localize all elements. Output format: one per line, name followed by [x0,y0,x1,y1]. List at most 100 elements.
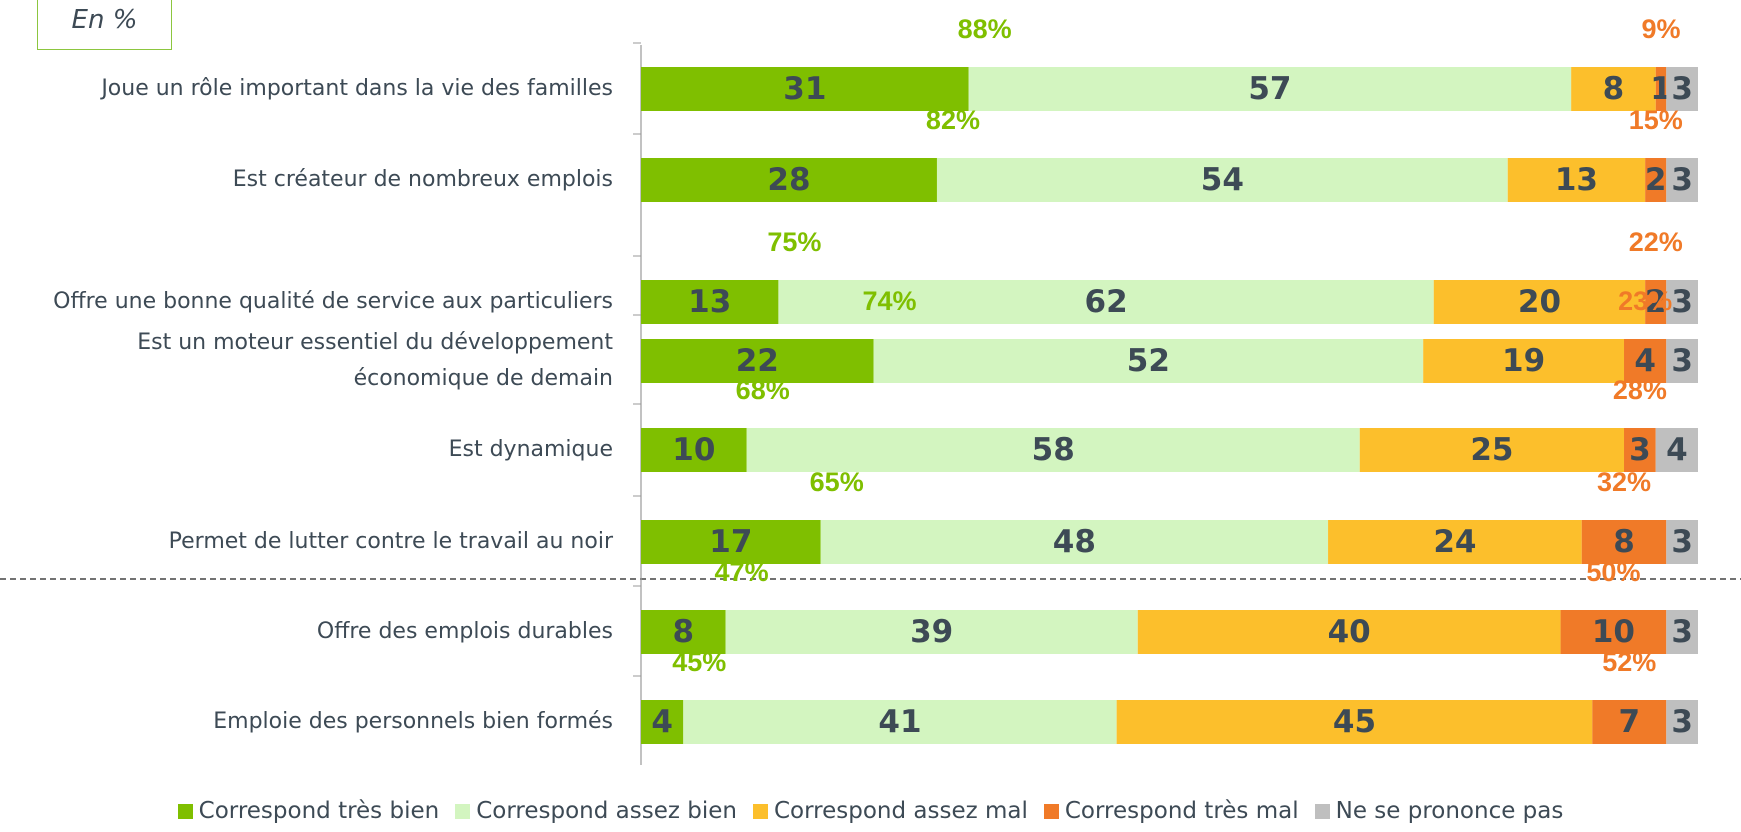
negative-total: 9% [1641,14,1680,44]
legend-label: Correspond assez mal [773,798,1028,824]
legend-swatch [177,804,193,819]
segment-label: 3 [1629,432,1651,468]
bar-segment [641,158,937,202]
segment-label: 41 [878,704,921,740]
legend-swatch [752,804,768,819]
negative-total: 22% [1629,227,1683,257]
negative-total: 28% [1613,375,1667,405]
segment-label: 19 [1502,343,1545,379]
segment-label: 10 [1592,614,1635,650]
legend-item: Ne se prononce pas [1314,798,1563,824]
segment-label: 28 [767,162,810,198]
category-label: Est dynamique [448,437,613,462]
segment-label: 13 [1555,162,1598,198]
bar-segment [1359,428,1625,472]
bar-segment [641,280,779,324]
category-label: Offre une bonne qualité de service aux p… [53,289,613,314]
category-label: Joue un rôle important dans la vie des f… [101,76,613,101]
segment-label: 4 [1634,343,1656,379]
segment-label: 3 [1671,614,1693,650]
legend: Correspond très bien Correspond assez bie… [0,798,1741,824]
bar-segment [968,67,1572,111]
bar-segment [1137,610,1561,654]
segment-label: 57 [1248,71,1291,107]
segment-label: 13 [688,284,731,320]
bar-segment [1423,339,1625,383]
category-label: Permet de lutter contre le travail au no… [168,529,613,554]
segment-label: 58 [1032,432,1075,468]
bar-segment [641,428,747,472]
positive-total: 47% [715,557,769,587]
bar-segment [1592,700,1667,744]
bar-segment [820,520,1329,564]
bar-segment [1645,280,1667,324]
segment-label: 54 [1201,162,1244,198]
legend-item: Correspond assez bien [455,798,737,824]
bar-segment [1655,428,1698,472]
segment-label: 3 [1671,704,1693,740]
segment-label: 40 [1328,614,1371,650]
bar-segment [1433,280,1646,324]
bar-segment [1507,158,1646,202]
segment-label: 8 [672,614,694,650]
bar-segment [1624,339,1667,383]
bar-segment [1666,67,1698,111]
bar-segment [725,610,1138,654]
category-label: Est créateur de nombreux emplois [232,167,613,192]
bar-segment [1116,700,1593,744]
bar-segment [936,158,1508,202]
positive-total: 74% [863,286,917,316]
negative-total: 50% [1586,557,1640,587]
bar-segment [641,520,821,564]
segment-label: 62 [1085,284,1128,320]
bar-segment [1624,428,1656,472]
legend-swatch [1043,804,1059,819]
segment-label: 22 [736,343,779,379]
bar-segment [1666,700,1698,744]
segment-label: 45 [1333,704,1376,740]
segment-label: 4 [651,704,673,740]
legend-item: Correspond assez mal [752,798,1028,824]
bar-segment [1666,610,1698,654]
negative-total: 15% [1629,105,1683,135]
legend-label: Correspond très mal [1064,798,1299,824]
bar-segment [641,610,726,654]
legend-label: Correspond très bien [198,798,440,824]
segment-label: 48 [1053,524,1096,560]
bar-segment [746,428,1360,472]
bar-segment [1666,280,1698,324]
segment-label: 52 [1127,343,1170,379]
bar-segment [873,339,1424,383]
positive-total: 65% [810,467,864,497]
bar-segment [641,339,874,383]
segment-label: 2 [1645,162,1667,198]
segment-label: 31 [783,71,826,107]
bar-segment [1666,158,1698,202]
bar-segment [1666,520,1698,564]
segment-label: 3 [1671,71,1693,107]
positive-total: 88% [958,14,1012,44]
bar-segment [641,700,684,744]
segment-label: 24 [1433,524,1476,560]
legend-item: Correspond très mal [1043,798,1299,824]
category-label: Est un moteur essentiel du développement… [137,330,613,391]
segment-label: 8 [1603,71,1625,107]
legend-swatch [455,804,471,819]
category-label: Offre des emplois durables [316,619,613,644]
segment-label: 17 [709,524,752,560]
positive-total: 82% [926,105,980,135]
bar-segment [683,700,1117,744]
segment-label: 8 [1613,524,1635,560]
segment-label: 3 [1671,284,1693,320]
positive-total: 75% [767,227,821,257]
bar-segment [641,67,969,111]
bar-segment [1571,67,1656,111]
negative-total: 23% [1618,286,1672,316]
segment-label: 39 [910,614,953,650]
bar-segment [1655,67,1667,111]
segment-label: 10 [672,432,715,468]
segment-label: 3 [1671,524,1693,560]
segment-label: 3 [1671,162,1693,198]
